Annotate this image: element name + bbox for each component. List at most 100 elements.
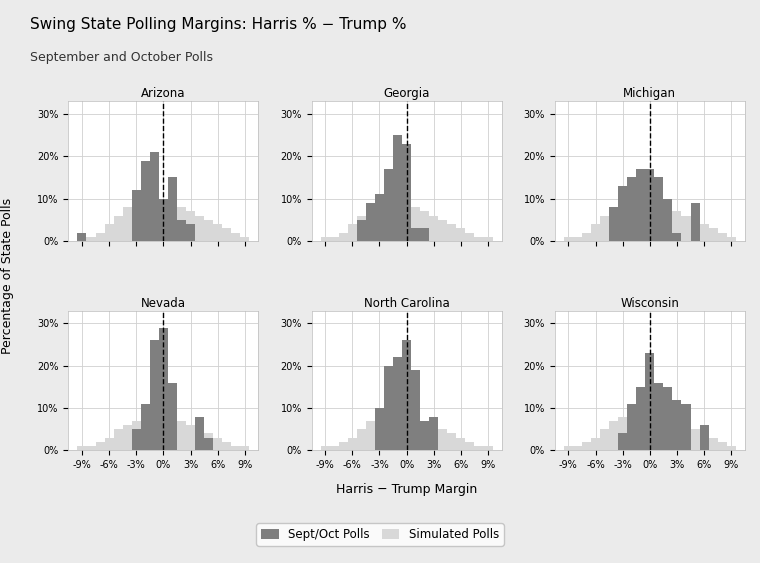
Bar — [168, 177, 177, 241]
Bar — [213, 224, 222, 241]
Bar — [645, 199, 654, 241]
Bar — [708, 437, 717, 450]
Title: Nevada: Nevada — [141, 297, 186, 310]
Bar — [663, 207, 673, 241]
Bar — [114, 429, 122, 450]
Bar — [168, 203, 177, 241]
Title: Wisconsin: Wisconsin — [620, 297, 679, 310]
Bar — [600, 216, 609, 241]
Bar — [348, 437, 357, 450]
Bar — [645, 169, 654, 241]
Bar — [393, 203, 402, 241]
Bar — [186, 211, 195, 241]
Bar — [105, 437, 114, 450]
Bar — [420, 211, 429, 241]
Bar — [384, 412, 393, 450]
Bar — [439, 220, 448, 241]
Bar — [654, 417, 663, 450]
Title: Michigan: Michigan — [623, 87, 676, 100]
Bar — [131, 421, 141, 450]
Bar — [465, 233, 474, 241]
Bar — [609, 207, 618, 241]
Bar — [645, 353, 654, 450]
Title: Arizona: Arizona — [141, 87, 185, 100]
Bar — [691, 220, 699, 241]
Legend: Sept/Oct Polls, Simulated Polls: Sept/Oct Polls, Simulated Polls — [256, 524, 504, 546]
Bar — [402, 144, 411, 241]
Bar — [186, 425, 195, 450]
Bar — [456, 437, 465, 450]
Bar — [673, 233, 682, 241]
Bar — [564, 446, 573, 450]
Bar — [177, 220, 186, 241]
Bar — [573, 446, 582, 450]
Bar — [727, 236, 736, 241]
Bar — [465, 442, 474, 450]
Bar — [141, 160, 150, 241]
Bar — [411, 370, 420, 450]
Bar — [231, 446, 240, 450]
Bar — [627, 404, 636, 450]
Bar — [448, 434, 456, 450]
Bar — [393, 135, 402, 241]
Bar — [366, 203, 375, 241]
Bar — [727, 446, 736, 450]
Bar — [339, 442, 348, 450]
Title: North Carolina: North Carolina — [364, 297, 449, 310]
Bar — [682, 425, 691, 450]
Bar — [78, 233, 87, 241]
Bar — [699, 224, 708, 241]
Bar — [87, 446, 96, 450]
Bar — [645, 412, 654, 450]
Bar — [375, 203, 384, 241]
Bar — [186, 224, 195, 241]
Bar — [141, 404, 150, 450]
Bar — [96, 442, 105, 450]
Bar — [691, 203, 699, 241]
Bar — [673, 421, 682, 450]
Bar — [663, 417, 673, 450]
Bar — [96, 233, 105, 241]
Bar — [141, 417, 150, 450]
Bar — [141, 199, 150, 241]
Bar — [691, 429, 699, 450]
Bar — [105, 224, 114, 241]
Bar — [420, 228, 429, 241]
Title: Georgia: Georgia — [383, 87, 430, 100]
Bar — [159, 328, 168, 450]
Bar — [474, 236, 483, 241]
Bar — [627, 177, 636, 241]
Bar — [636, 199, 645, 241]
Bar — [483, 236, 492, 241]
Bar — [321, 446, 330, 450]
Bar — [321, 236, 330, 241]
Bar — [411, 207, 420, 241]
Bar — [682, 216, 691, 241]
Bar — [411, 417, 420, 450]
Bar — [357, 429, 366, 450]
Bar — [456, 228, 465, 241]
Bar — [240, 236, 249, 241]
Bar — [87, 236, 96, 241]
Bar — [393, 358, 402, 450]
Bar — [177, 421, 186, 450]
Bar — [177, 207, 186, 241]
Bar — [600, 429, 609, 450]
Bar — [195, 429, 204, 450]
Bar — [654, 177, 663, 241]
Bar — [131, 429, 141, 450]
Bar — [582, 233, 591, 241]
Bar — [699, 434, 708, 450]
Bar — [375, 408, 384, 450]
Text: Harris − Trump Margin: Harris − Trump Margin — [336, 483, 477, 497]
Bar — [591, 437, 600, 450]
Bar — [366, 421, 375, 450]
Bar — [618, 203, 627, 241]
Bar — [384, 203, 393, 241]
Bar — [708, 228, 717, 241]
Bar — [699, 425, 708, 450]
Bar — [150, 152, 159, 241]
Bar — [131, 190, 141, 241]
Bar — [168, 417, 177, 450]
Bar — [150, 199, 159, 241]
